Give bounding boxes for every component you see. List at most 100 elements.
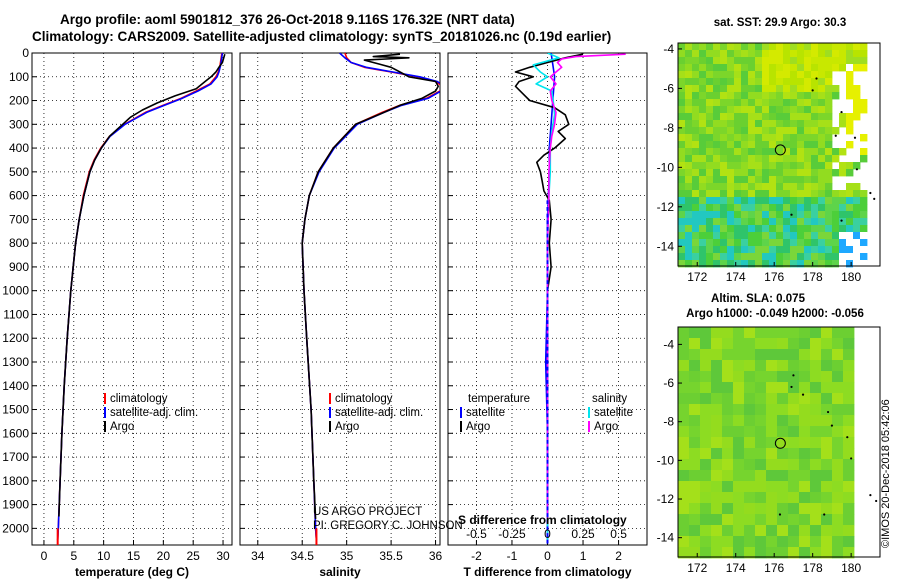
map-cell — [685, 50, 693, 58]
map-cell — [727, 120, 735, 128]
map-cell — [821, 393, 833, 405]
map-cell — [689, 437, 701, 449]
map-cell — [700, 349, 712, 361]
map-cell — [762, 134, 770, 142]
map-cell — [755, 492, 767, 504]
map-cell — [811, 204, 819, 212]
map-cell — [853, 197, 861, 205]
map-cell — [762, 155, 770, 163]
map-cell — [777, 536, 789, 548]
map-cell — [818, 176, 826, 184]
map-cell — [783, 99, 791, 107]
map-cell — [711, 503, 723, 515]
map-cell — [832, 371, 844, 383]
map-cell — [706, 204, 714, 212]
map-cell — [713, 190, 721, 198]
map-cell — [777, 503, 789, 515]
map-cell — [741, 64, 749, 72]
map-cell — [734, 57, 742, 65]
x-tick-label: 178 — [803, 561, 823, 575]
map-cell — [797, 106, 805, 114]
map-cell — [810, 349, 822, 361]
map-cell — [810, 514, 822, 526]
map-cell — [811, 225, 819, 233]
map-cell — [722, 415, 734, 427]
map-cell — [832, 547, 844, 559]
map-cell — [797, 43, 805, 51]
map-cell — [733, 437, 745, 449]
map-cell — [741, 141, 749, 149]
map-cell — [797, 141, 805, 149]
map-cell — [678, 57, 686, 65]
map-cell — [722, 525, 734, 537]
map-cell — [790, 239, 798, 247]
map-cell — [825, 211, 833, 219]
series-line-climatology — [56, 53, 223, 541]
map-cell — [804, 127, 812, 135]
map-cell — [689, 415, 701, 427]
map-cell — [790, 141, 798, 149]
map-cell — [720, 253, 728, 261]
map-cell — [762, 113, 770, 121]
map-cell — [706, 99, 714, 107]
map-cell — [804, 211, 812, 219]
map-cell — [810, 547, 822, 559]
map-cell — [689, 404, 701, 416]
map-cell — [741, 134, 749, 142]
map-cell — [720, 239, 728, 247]
map-cell — [685, 141, 693, 149]
map-cell — [733, 459, 745, 471]
map-cell — [769, 43, 777, 51]
map-cell — [748, 183, 756, 191]
map-cell — [832, 349, 844, 361]
map-cell — [821, 426, 833, 438]
map-cell — [843, 525, 855, 537]
map-cell — [727, 106, 735, 114]
map-cell — [706, 162, 714, 170]
map-cell — [832, 426, 844, 438]
map-cell — [811, 43, 819, 51]
map-cell — [762, 78, 770, 86]
map-cell — [804, 113, 812, 121]
map-cell — [762, 71, 770, 79]
map-cell — [769, 106, 777, 114]
map-cell — [755, 525, 767, 537]
map-cell — [692, 225, 700, 233]
map-cell — [825, 260, 833, 268]
map-cell — [678, 239, 686, 247]
map-cell — [777, 481, 789, 493]
map-cell — [727, 57, 735, 65]
map-cell — [722, 481, 734, 493]
map-cell — [818, 239, 826, 247]
map-cell — [734, 92, 742, 100]
map-cell — [769, 225, 777, 233]
map-cell — [734, 50, 742, 58]
map-cell — [762, 43, 770, 51]
map-cell — [727, 64, 735, 72]
map-cell — [700, 459, 712, 471]
map-cell — [692, 260, 700, 268]
map-cell — [832, 404, 844, 416]
plot-frame — [239, 52, 441, 546]
map-cell — [727, 134, 735, 142]
map-cell — [755, 253, 763, 261]
map-cell — [818, 85, 826, 93]
map-cell — [766, 481, 778, 493]
map-cell — [777, 426, 789, 438]
map-cell — [788, 437, 800, 449]
map-cell — [700, 514, 712, 526]
map-cell — [804, 176, 812, 184]
map-cell — [678, 514, 690, 526]
map-cell — [777, 349, 789, 361]
map-cell — [727, 162, 735, 170]
x-tick-label: 20 — [157, 549, 171, 563]
map-cell — [804, 225, 812, 233]
map-cell — [744, 492, 756, 504]
map-cell — [713, 99, 721, 107]
map-cell — [790, 246, 798, 254]
island-point — [790, 213, 793, 216]
map-cell — [700, 503, 712, 515]
map-cell — [678, 120, 686, 128]
map-cell — [811, 78, 819, 86]
map-cell — [811, 141, 819, 149]
